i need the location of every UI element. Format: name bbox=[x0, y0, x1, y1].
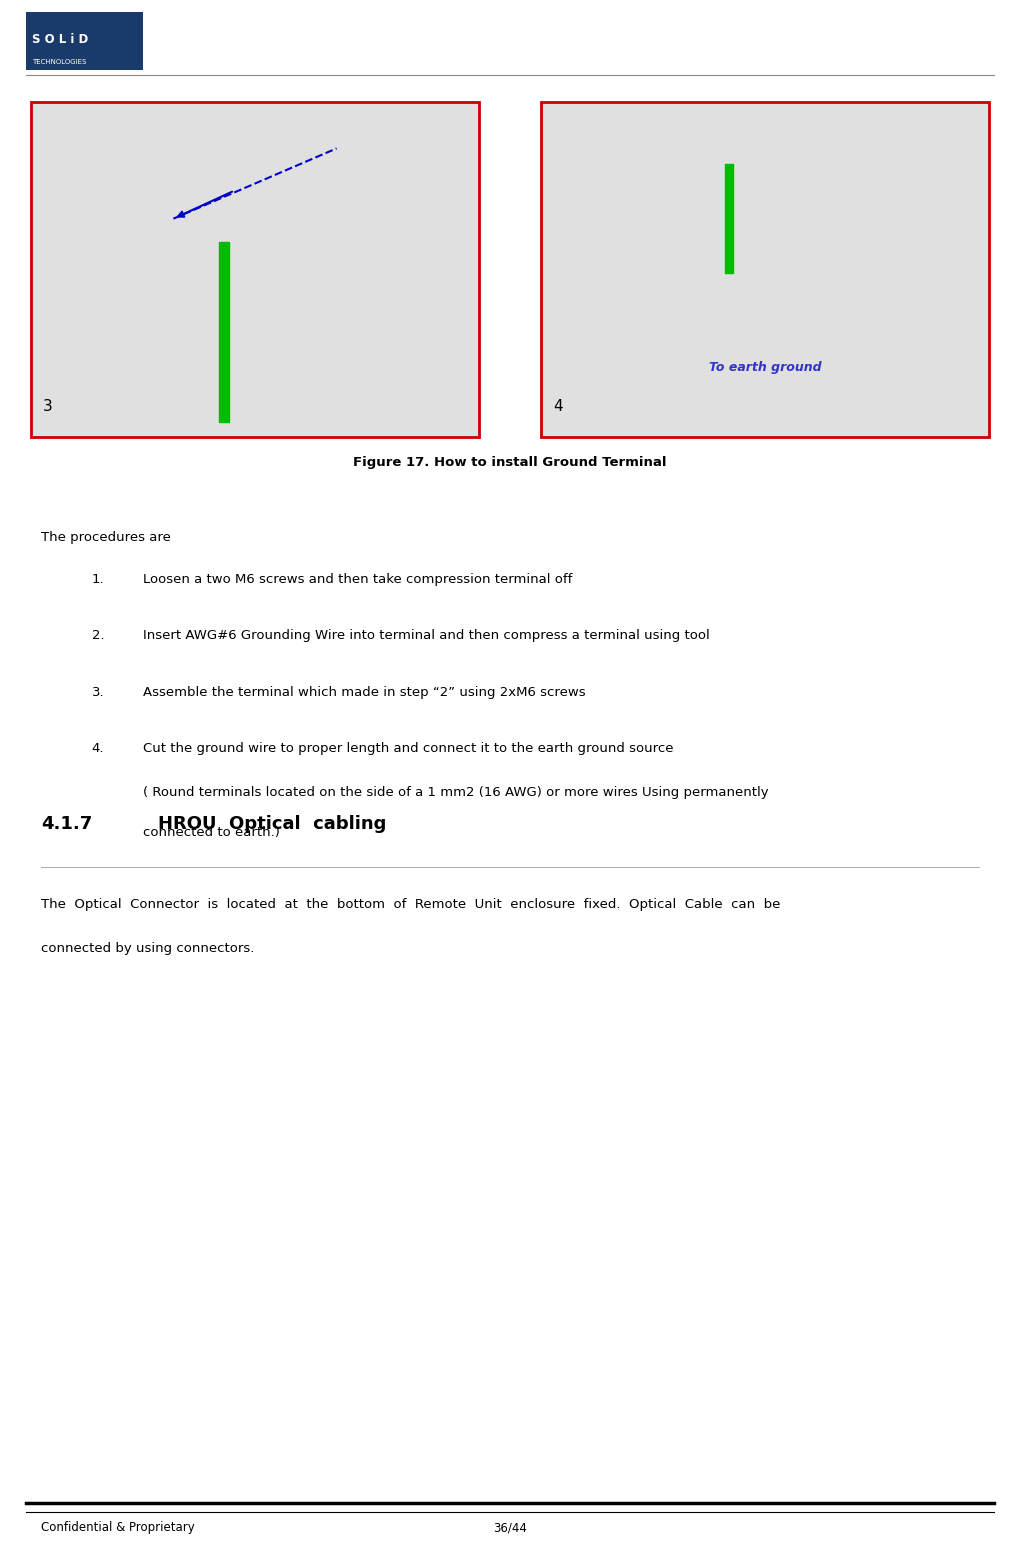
Text: 1.: 1. bbox=[92, 573, 104, 586]
Text: 4.1.7: 4.1.7 bbox=[41, 815, 92, 834]
Text: connected by using connectors.: connected by using connectors. bbox=[41, 942, 254, 954]
Text: S O L i D: S O L i D bbox=[32, 33, 88, 45]
Text: Figure 17. How to install Ground Terminal: Figure 17. How to install Ground Termina… bbox=[353, 456, 666, 469]
Text: Confidential & Proprietary: Confidential & Proprietary bbox=[41, 1521, 195, 1534]
Text: Loosen a two M6 screws and then take compression terminal off: Loosen a two M6 screws and then take com… bbox=[143, 573, 572, 586]
FancyBboxPatch shape bbox=[25, 12, 143, 70]
Text: connected to earth.): connected to earth.) bbox=[143, 826, 279, 839]
Text: Insert AWG#6 Grounding Wire into terminal and then compress a terminal using too: Insert AWG#6 Grounding Wire into termina… bbox=[143, 629, 709, 642]
Text: To earth ground: To earth ground bbox=[708, 361, 820, 373]
Text: Assemble the terminal which made in step “2” using 2xM6 screws: Assemble the terminal which made in step… bbox=[143, 686, 585, 698]
FancyArrow shape bbox=[219, 242, 229, 422]
FancyBboxPatch shape bbox=[31, 102, 479, 437]
Text: Cut the ground wire to proper length and connect it to the earth ground source: Cut the ground wire to proper length and… bbox=[143, 742, 673, 754]
Text: The  Optical  Connector  is  located  at  the  bottom  of  Remote  Unit  enclosu: The Optical Connector is located at the … bbox=[41, 898, 780, 911]
Text: 2.: 2. bbox=[92, 629, 104, 642]
Text: The procedures are: The procedures are bbox=[41, 531, 170, 544]
Text: HROU  Optical  cabling: HROU Optical cabling bbox=[158, 815, 386, 834]
Text: 36/44: 36/44 bbox=[492, 1521, 527, 1534]
FancyArrow shape bbox=[725, 164, 733, 273]
FancyBboxPatch shape bbox=[540, 102, 988, 437]
Text: ( Round terminals located on the side of a 1 mm2 (16 AWG) or more wires Using pe: ( Round terminals located on the side of… bbox=[143, 786, 767, 798]
Text: 4.: 4. bbox=[92, 742, 104, 754]
Text: 3.: 3. bbox=[92, 686, 104, 698]
Text: TECHNOLOGIES: TECHNOLOGIES bbox=[32, 59, 86, 66]
Text: 4: 4 bbox=[552, 398, 561, 414]
Text: 3: 3 bbox=[43, 398, 53, 414]
